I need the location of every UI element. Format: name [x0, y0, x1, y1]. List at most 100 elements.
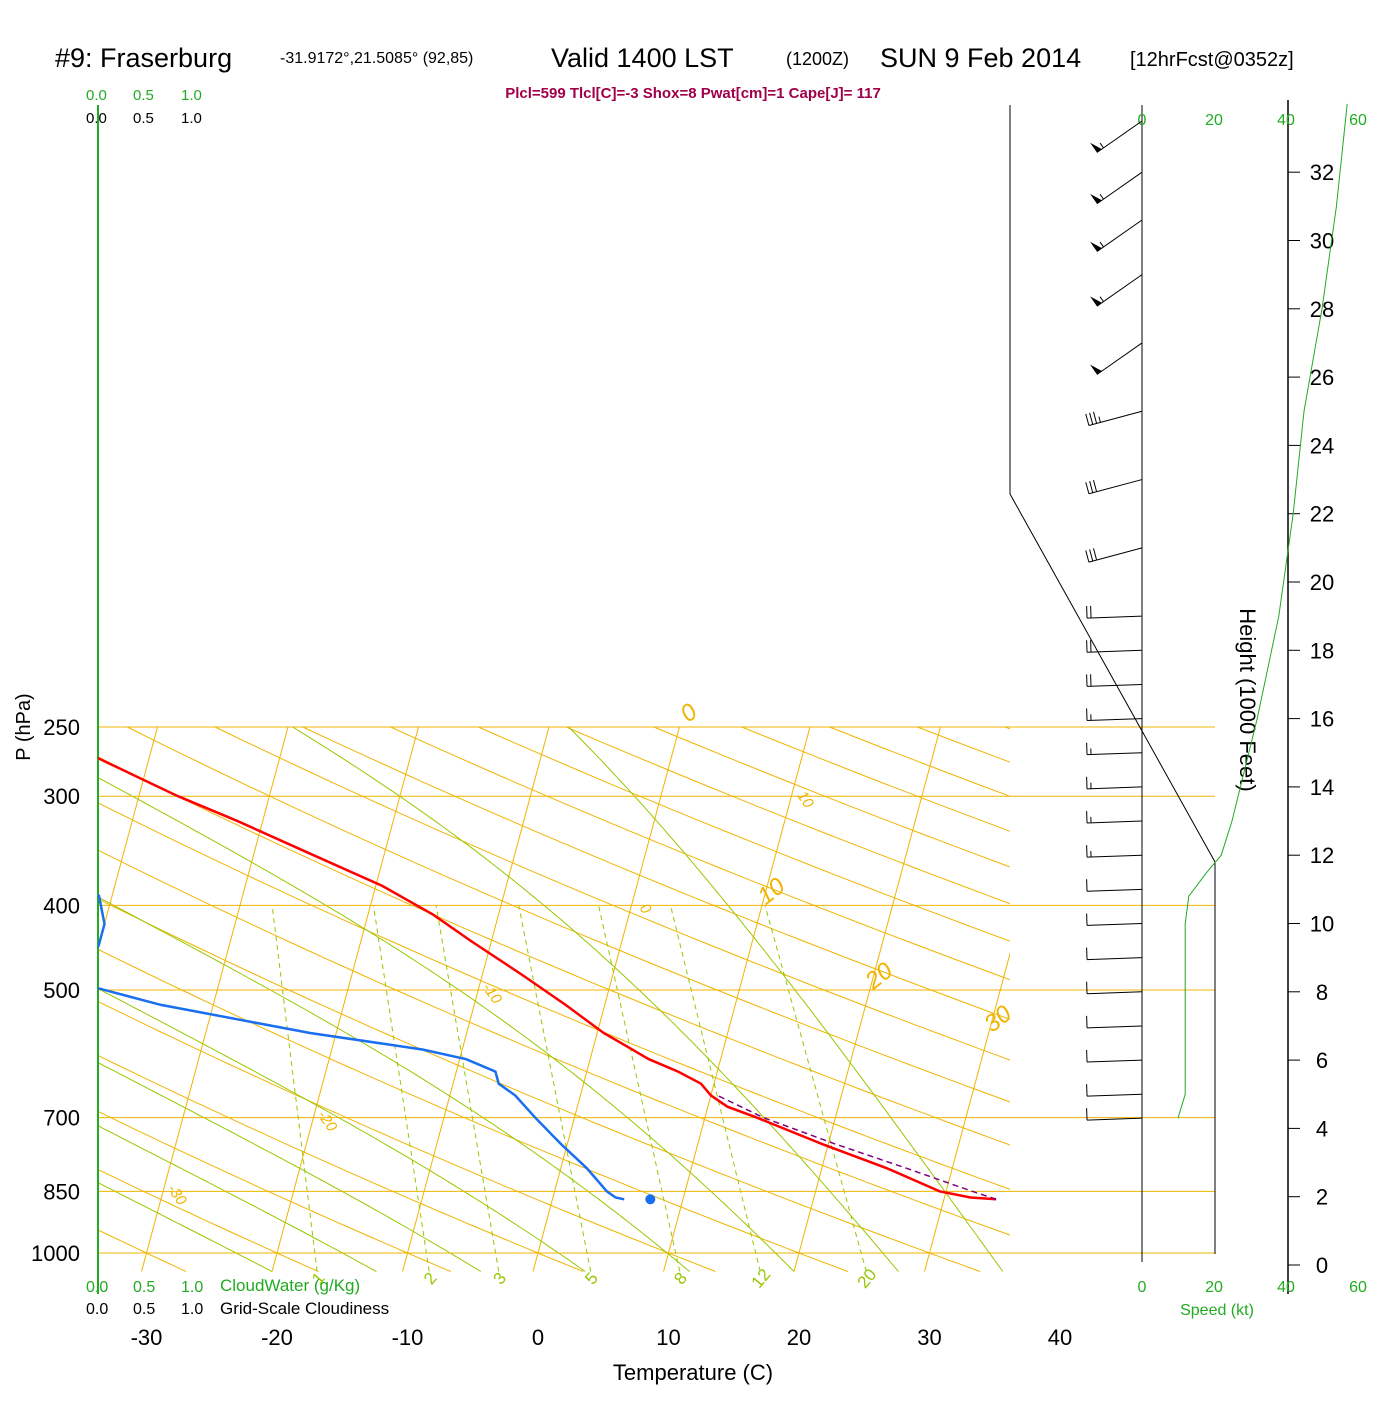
isotherm-line: [0, 727, 27, 1271]
height-tick-label: 4: [1316, 1116, 1328, 1141]
cloudiness-tick-top: 0.5: [133, 110, 154, 127]
speed-tick-label-top: 40: [1277, 112, 1295, 129]
wind-barb-flag: [1090, 365, 1102, 375]
wind-barb: [1087, 777, 1142, 789]
cloudwater-tick-top: 0.5: [133, 87, 154, 104]
dry-adiabat-line: [215, 727, 1400, 1272]
dry-adiabat-line: [830, 727, 1400, 1272]
wind-barb-staff: [1087, 753, 1142, 755]
cloudiness-label: Grid-Scale Cloudiness: [220, 1299, 389, 1318]
dry-adiabat-line: [1005, 727, 1400, 1272]
cloudwater-tick-bottom: 1.0: [181, 1279, 203, 1296]
speed-tick-label-top: 20: [1205, 112, 1223, 129]
pressure-tick-label: 300: [43, 784, 80, 809]
wind-barb: [1090, 343, 1142, 375]
valid-date: SUN 9 Feb 2014: [880, 43, 1081, 73]
isotherm-value-label: 30: [979, 1000, 1017, 1038]
mixing-ratio-label: 5: [581, 1269, 602, 1288]
zulu-time: (1200Z): [786, 49, 849, 69]
stability-indices: Plcl=599 Tlcl[C]=-3 Shox=8 Pwat[cm]=1 Ca…: [505, 85, 881, 102]
wind-barb: [1087, 1108, 1142, 1120]
mixing-ratio-label: 20: [854, 1265, 881, 1292]
dry-adiabat-line: [39, 727, 1377, 1272]
wind-barb-feather: [1090, 549, 1093, 561]
cloudwater-tick-bottom: 0.5: [133, 1279, 155, 1296]
speed-tick-label-bottom: 20: [1205, 1279, 1223, 1296]
cloudwater-tick-top: 1.0: [181, 87, 202, 104]
isotherm-value-label: 0: [636, 900, 655, 917]
isotherm-line: [794, 727, 940, 1271]
dry-adiabat-line: [742, 727, 1400, 1272]
wind-barb-feather: [1093, 412, 1096, 424]
wind-barb: [1087, 913, 1142, 925]
wind-barb: [1090, 220, 1142, 252]
station-title: #9: Fraserburg: [55, 43, 232, 73]
wind-barb: [1087, 1016, 1142, 1028]
wind-barb-staff: [1097, 343, 1142, 375]
wind-speed-profile: [1178, 104, 1347, 1118]
wind-panel: [1086, 104, 1347, 1120]
wind-barb: [1087, 845, 1142, 857]
mixing-ratio-label: 3: [489, 1269, 510, 1288]
wind-barb: [1087, 982, 1142, 994]
surface-dewpoint-marker: [645, 1194, 655, 1204]
wind-barb: [1086, 548, 1142, 562]
speed-axis-title: Speed (kt): [1180, 1302, 1254, 1319]
isotherm-line: [1186, 727, 1332, 1271]
wind-barb-feather: [1086, 482, 1089, 494]
wind-barb: [1090, 121, 1142, 153]
wind-barb-feather: [1093, 480, 1096, 492]
pressure-tick-label: 700: [43, 1106, 80, 1131]
station-coords: -31.9172°,21.5085° (92,85): [280, 50, 473, 67]
height-tick-label: 24: [1310, 433, 1334, 458]
wind-barb: [1087, 948, 1142, 960]
wind-barb-staff: [1087, 684, 1142, 686]
wind-barb-half-feather: [1100, 297, 1103, 302]
height-tick-label: 26: [1310, 365, 1334, 390]
wind-barb-staff: [1087, 1118, 1142, 1120]
wind-barb: [1086, 411, 1142, 425]
pressure-tick-label: 500: [43, 978, 80, 1003]
wind-barb: [1090, 275, 1142, 307]
dry-adiabat-line: [0, 727, 186, 1272]
wind-barb-staff: [1087, 787, 1142, 789]
temperature-tick-label: 0: [532, 1325, 544, 1350]
cloudwater-tick-top: 0.0: [86, 87, 107, 104]
wind-barb-staff: [1097, 121, 1142, 153]
wind-barb: [1087, 1050, 1142, 1062]
isotherm-value-label: -30: [164, 1181, 191, 1209]
wind-barb-staff: [1097, 275, 1142, 307]
isotherm-line: [925, 727, 1071, 1271]
wind-barb-half-feather: [1100, 194, 1103, 199]
height-tick-label: 22: [1310, 502, 1334, 527]
isotherm-line: [1316, 727, 1400, 1271]
height-tick-label: 16: [1310, 707, 1334, 732]
wind-barb-staff: [1087, 616, 1142, 618]
wind-barb-feather: [1090, 481, 1093, 493]
height-tick-label: 18: [1310, 638, 1334, 663]
mixing-ratio-line: [599, 905, 680, 1271]
dry-adiabat-line: [0, 727, 848, 1272]
wind-barb-staff: [1087, 1026, 1142, 1028]
cloudiness-tick-top: 0.0: [86, 110, 107, 127]
height-tick-label: 12: [1310, 843, 1334, 868]
height-axis-title: Height (1000 Feet): [1235, 608, 1260, 791]
pressure-tick-label: 850: [43, 1179, 80, 1204]
cloudiness-tick-bottom: 0.0: [86, 1301, 108, 1318]
wind-barb-staff: [1087, 855, 1142, 857]
moist-adiabat-line: [293, 727, 899, 1272]
wind-barb-flag: [1090, 296, 1102, 306]
wind-barb-staff: [1087, 958, 1142, 960]
speed-tick-label-bottom: 0: [1138, 1279, 1147, 1296]
isotherm-line: [1055, 727, 1201, 1271]
wind-barb-staff: [1087, 821, 1142, 823]
wind-barb: [1087, 606, 1142, 618]
temperature-tick-label: 40: [1048, 1325, 1072, 1350]
wind-barb-flag: [1090, 194, 1102, 204]
temperature-tick-label: -10: [392, 1325, 424, 1350]
mixing-ratio-label: 2: [420, 1269, 441, 1288]
wind-barb-half-feather: [1100, 242, 1103, 247]
temperature-tick-label: -30: [131, 1325, 163, 1350]
temperature-tick-label: -20: [261, 1325, 293, 1350]
